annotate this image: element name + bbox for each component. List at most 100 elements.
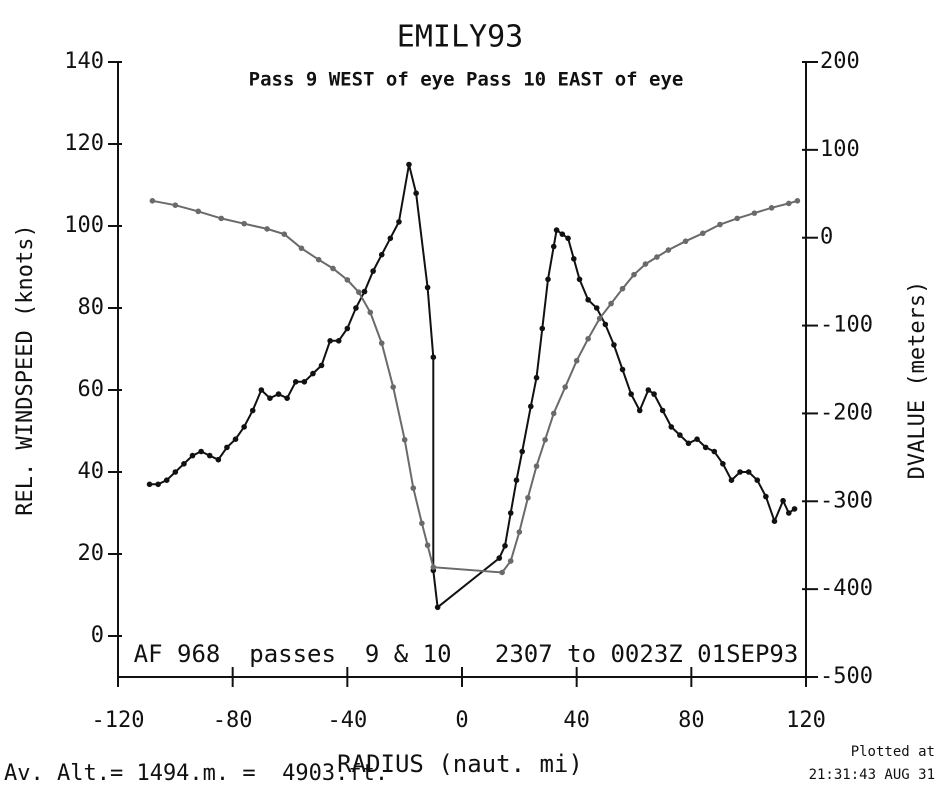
data-point xyxy=(378,251,385,258)
data-point xyxy=(224,444,230,451)
data-point xyxy=(424,542,431,549)
y-tick-label: 20 xyxy=(78,541,105,566)
data-point xyxy=(539,325,546,332)
y-tick-label: 140 xyxy=(64,49,104,74)
data-point xyxy=(315,256,322,263)
data-point xyxy=(562,384,568,390)
data-point xyxy=(361,288,368,295)
data-point xyxy=(728,477,735,484)
data-point xyxy=(330,265,336,272)
chart-subtitle: Pass 9 WEST of eye Pass 10 EAST of eye xyxy=(249,69,684,91)
y-tick-label: 120 xyxy=(64,131,104,156)
series-line xyxy=(149,164,796,610)
data-point xyxy=(396,219,402,225)
y2-tick-label: -200 xyxy=(820,400,873,425)
data-point xyxy=(310,370,316,377)
data-point xyxy=(218,215,224,222)
data-point xyxy=(794,198,801,204)
data-point xyxy=(301,379,308,385)
data-point xyxy=(424,284,431,291)
data-point xyxy=(267,395,273,402)
data-point xyxy=(241,424,247,430)
data-point xyxy=(215,456,222,463)
data-point xyxy=(430,564,437,570)
data-point xyxy=(189,452,196,459)
data-point xyxy=(573,357,580,364)
data-point xyxy=(717,221,723,228)
data-point xyxy=(406,161,412,168)
data-point xyxy=(258,387,265,393)
data-point xyxy=(370,268,376,274)
data-point xyxy=(387,235,394,242)
data-point xyxy=(434,604,441,611)
data-point xyxy=(550,243,557,250)
data-point xyxy=(745,469,752,475)
data-point xyxy=(146,481,153,488)
data-point xyxy=(608,300,614,307)
data-point xyxy=(734,215,740,222)
data-point xyxy=(711,448,718,455)
data-point xyxy=(720,461,726,467)
data-point xyxy=(232,436,239,443)
data-point xyxy=(241,220,247,227)
x-tick-label: 40 xyxy=(563,708,590,733)
data-point xyxy=(628,391,634,397)
x-tick-label: -80 xyxy=(213,708,253,733)
y2-tick-label: -100 xyxy=(820,313,873,338)
data-point xyxy=(751,210,758,216)
data-point xyxy=(367,309,374,316)
data-point xyxy=(327,338,333,344)
data-point xyxy=(550,410,557,417)
data-point xyxy=(507,510,514,516)
data-point xyxy=(163,477,170,484)
data-point xyxy=(519,448,525,455)
x-tick-label: -40 xyxy=(327,708,367,733)
data-point xyxy=(542,436,548,443)
data-point xyxy=(292,379,299,385)
y2-tick-label: 200 xyxy=(820,49,860,74)
data-point xyxy=(149,198,156,204)
data-point xyxy=(593,305,600,311)
data-point xyxy=(702,444,709,451)
series-line xyxy=(152,199,798,574)
data-point xyxy=(318,362,325,369)
y2-tick-label: -500 xyxy=(820,664,873,689)
y-tick-label: 80 xyxy=(78,295,105,320)
footer-left: Av. Alt.= 1494.m. = 4903.ft. xyxy=(4,761,388,786)
data-point xyxy=(390,384,397,390)
data-point xyxy=(602,321,609,328)
data-point xyxy=(507,558,514,564)
data-point xyxy=(513,477,520,484)
data-point xyxy=(642,261,649,267)
data-point xyxy=(344,277,351,283)
data-point xyxy=(636,407,643,414)
data-point xyxy=(264,226,270,232)
x-tick-label: -120 xyxy=(92,708,145,733)
data-point xyxy=(496,555,503,561)
y2-axis-label: DVALUE (meters) xyxy=(905,281,930,480)
data-point xyxy=(565,235,571,242)
data-point xyxy=(576,276,583,283)
data-point xyxy=(195,208,202,215)
data-point xyxy=(172,469,179,475)
data-point xyxy=(559,231,566,237)
y2-tick-label: 0 xyxy=(820,225,833,250)
data-point xyxy=(298,245,305,252)
annotation: AF 968 passes 9 & 10 2307 to 0023Z 01SEP… xyxy=(134,640,799,668)
data-point xyxy=(780,497,786,504)
data-point xyxy=(645,387,652,393)
data-point xyxy=(571,255,577,262)
data-point xyxy=(344,325,351,332)
data-point xyxy=(553,227,560,233)
data-point xyxy=(754,477,761,484)
data-point xyxy=(198,448,204,455)
data-point xyxy=(585,335,591,342)
footer-right: Plotted at xyxy=(851,744,935,760)
data-point xyxy=(401,436,408,443)
data-point xyxy=(654,254,660,260)
data-point xyxy=(528,403,534,410)
footer-right: 21:31:43 AUG 31 xyxy=(809,767,935,783)
data-point xyxy=(356,289,362,295)
y-tick-label: 100 xyxy=(64,213,104,238)
